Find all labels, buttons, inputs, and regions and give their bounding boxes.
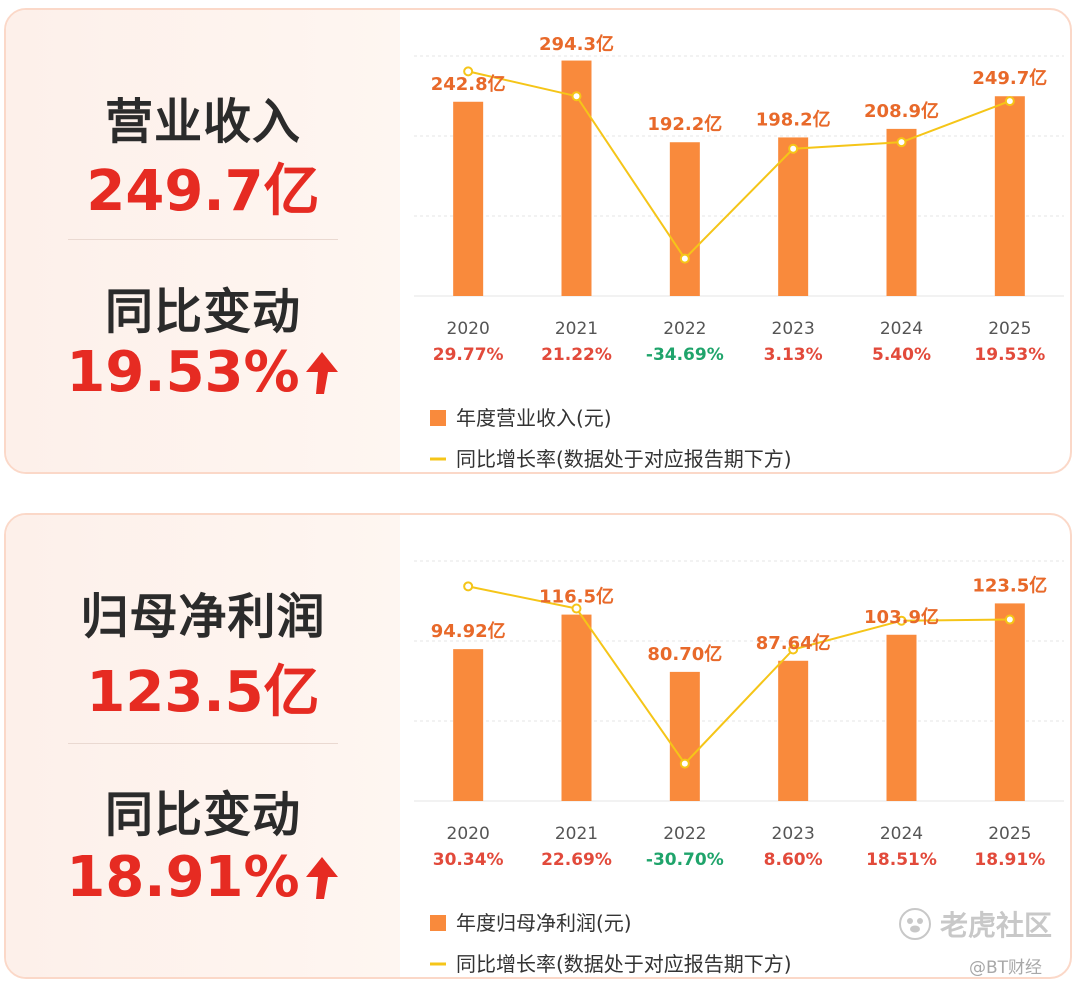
growth-line (467, 585, 1010, 766)
bar-value-label: 208.9亿 (864, 100, 939, 122)
growth-value-label: 18.91% (974, 850, 1045, 870)
growth-point (1004, 96, 1015, 107)
x-tick-label: 2023 (772, 319, 815, 339)
x-tick-label: 2025 (988, 824, 1031, 844)
bar-value-label: 242.8亿 (431, 73, 506, 95)
bar-value-label: 116.5亿 (539, 586, 614, 608)
bar-value-label: 192.2亿 (647, 113, 722, 135)
bar-value-label: 198.2亿 (756, 108, 831, 130)
bar-value-label: 103.9亿 (864, 606, 939, 628)
legend-bar-label: 年度归母净利润(元) (456, 911, 632, 935)
growth-value-label: 5.40% (872, 345, 931, 365)
x-tick-label: 2021 (555, 824, 598, 844)
growth-point (679, 253, 690, 264)
growth-value-label: 30.34% (433, 850, 504, 870)
bar (453, 101, 484, 296)
growth-point (1004, 614, 1015, 625)
growth-value-label: 29.77% (433, 345, 504, 365)
bar (669, 142, 700, 296)
legend-bar-label: 年度营业收入(元) (456, 406, 612, 430)
growth-line (467, 70, 1011, 261)
growth-point (463, 581, 474, 592)
change-row: 19.53% (6, 340, 400, 405)
bar-value-label: 123.5亿 (972, 574, 1047, 596)
up-arrow-icon (305, 351, 338, 394)
metric-title: 归母净利润 (80, 589, 326, 645)
revenue-summary: 营业收入 249.7亿 同比变动 19.53% (6, 10, 400, 472)
metric-value: 123.5亿 (86, 660, 320, 725)
growth-value-label: -30.70% (646, 850, 724, 870)
divider (68, 743, 338, 744)
x-tick-label: 2020 (447, 319, 490, 339)
legend-bar-swatch (430, 410, 446, 426)
bar-value-label: 80.70亿 (647, 643, 722, 665)
bar-value-label: 94.92亿 (431, 620, 506, 642)
up-arrow-icon (305, 856, 338, 899)
bar (886, 634, 917, 801)
net-profit-summary: 归母净利润 123.5亿 同比变动 18.91% (6, 515, 400, 977)
growth-point (571, 91, 582, 102)
x-tick-label: 2024 (880, 824, 923, 844)
bar (561, 614, 592, 801)
change-value: 19.53% (66, 340, 300, 405)
bar (669, 671, 700, 801)
change-row: 18.91% (6, 845, 400, 910)
x-tick-label: 2024 (880, 319, 923, 339)
bar-value-label: 294.3亿 (539, 33, 614, 55)
growth-point (896, 615, 907, 626)
growth-value-label: 18.51% (866, 850, 937, 870)
growth-value-label: 21.22% (541, 345, 612, 365)
revenue-chart: 242.8亿 294.3亿 192.2亿 198.2亿 208.9亿 249.7亿 2020… (414, 33, 1064, 471)
bar (453, 649, 484, 801)
growth-point (463, 66, 474, 77)
divider (68, 239, 338, 240)
growth-value-label: 3.13% (764, 345, 823, 365)
watermark-sub: @BT财经 (968, 958, 1042, 978)
bar (886, 128, 917, 296)
bar (994, 96, 1025, 297)
growth-point (679, 758, 690, 769)
change-title: 同比变动 (104, 787, 301, 843)
watermark-text: 老虎社区 (940, 909, 1053, 942)
net-profit-chart: 94.92亿 116.5亿 80.70亿 87.64亿 103.9亿 123.5亿 2020… (414, 560, 1064, 976)
x-tick-label: 2020 (447, 824, 490, 844)
x-tick-label: 2025 (988, 319, 1031, 339)
legend-bar-swatch (430, 915, 446, 931)
revenue-card: 营业收入 249.7亿 同比变动 19.53% 242.8亿 294.3亿 192.… (4, 8, 1072, 474)
bar (994, 603, 1025, 801)
bar (778, 137, 809, 296)
growth-value-label: 22.69% (541, 850, 612, 870)
legend-line-label: 同比增长率(数据处于对应报告期下方) (456, 952, 792, 976)
growth-point (788, 143, 799, 154)
growth-value-label: -34.69% (646, 345, 724, 365)
growth-point (571, 603, 582, 614)
growth-value-label: 19.53% (974, 345, 1045, 365)
net-profit-card: 归母净利润 123.5亿 同比变动 18.91% 94.92亿 116.5亿 80.… (4, 513, 1072, 979)
legend-line-label: 同比增长率(数据处于对应报告期下方) (456, 447, 792, 471)
x-tick-label: 2021 (555, 319, 598, 339)
x-tick-label: 2022 (663, 319, 706, 339)
x-tick-label: 2023 (772, 824, 815, 844)
bar-value-label: 249.7亿 (972, 67, 1047, 89)
watermark: 老虎社区 (898, 904, 1058, 944)
x-tick-label: 2022 (663, 824, 706, 844)
change-title: 同比变动 (104, 284, 301, 340)
bar-value-label: 87.64亿 (756, 632, 831, 654)
growth-point (896, 137, 907, 148)
growth-value-label: 8.60% (764, 850, 823, 870)
metric-value: 249.7亿 (86, 159, 320, 224)
change-value: 18.91% (66, 845, 300, 910)
paw-logo-icon (899, 908, 931, 940)
metric-title: 营业收入 (104, 94, 301, 150)
growth-point (788, 644, 799, 655)
bar (778, 660, 809, 801)
